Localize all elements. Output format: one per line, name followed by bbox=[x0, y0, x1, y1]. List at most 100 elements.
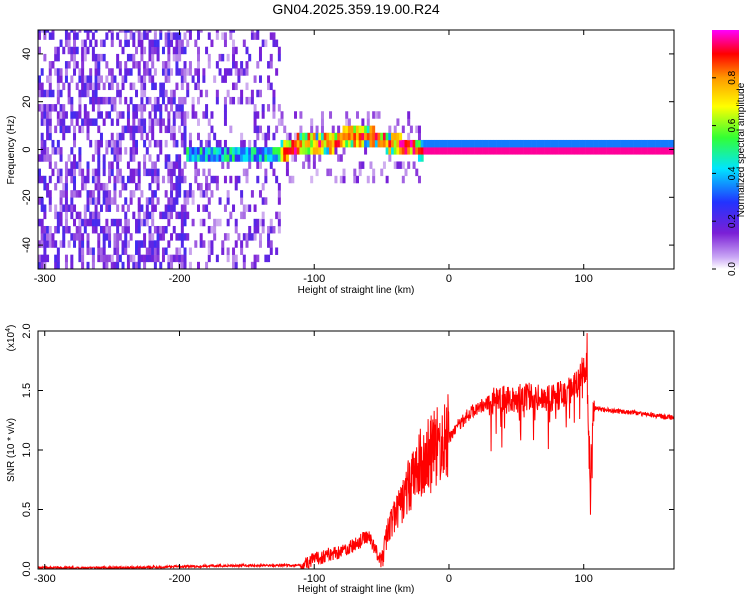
heatmap-cell bbox=[393, 161, 397, 169]
heatmap-cell bbox=[167, 96, 171, 105]
heatmap-cell bbox=[299, 132, 303, 141]
heatmap-cell bbox=[116, 89, 120, 98]
heatmap-cell bbox=[83, 30, 87, 33]
heatmap-cell bbox=[170, 104, 174, 112]
heatmap-cell bbox=[671, 147, 674, 155]
heatmap-cell bbox=[407, 111, 411, 119]
heatmap-cell bbox=[178, 104, 182, 112]
heatmap-cell bbox=[116, 82, 120, 91]
heatmap-cell bbox=[272, 168, 276, 177]
heatmap-cell bbox=[116, 254, 120, 263]
heatmap-cell bbox=[178, 32, 182, 40]
heatmap-cell bbox=[113, 104, 117, 112]
heatmap-cell bbox=[172, 197, 176, 205]
heatmap-cell bbox=[48, 111, 52, 119]
heatmap-cell bbox=[170, 197, 174, 205]
heatmap-cell bbox=[70, 104, 74, 112]
heatmap-cell bbox=[197, 68, 200, 76]
heatmap-cell bbox=[175, 39, 179, 48]
heatmap-cell bbox=[129, 197, 133, 205]
heatmap-cell bbox=[137, 247, 141, 255]
heatmap-cell bbox=[46, 154, 50, 162]
heatmap-cell bbox=[129, 32, 133, 40]
heatmap-cell bbox=[59, 175, 63, 184]
heatmap-cell bbox=[234, 61, 238, 69]
heatmap-cell bbox=[215, 254, 219, 263]
heatmap-cell bbox=[218, 154, 222, 162]
heatmap-cell bbox=[256, 111, 260, 119]
heatmap-cell bbox=[329, 132, 333, 141]
heatmap-cell bbox=[102, 53, 106, 62]
heatmap-cell bbox=[56, 118, 60, 126]
heatmap-cell bbox=[377, 111, 381, 119]
heatmap-cell bbox=[99, 39, 103, 48]
heatmap-cell bbox=[388, 132, 392, 141]
heatmap-cell bbox=[515, 147, 518, 155]
heatmap-cell bbox=[606, 147, 610, 155]
heatmap-cell bbox=[598, 139, 602, 148]
heatmap-cell bbox=[234, 182, 238, 191]
heatmap-cell bbox=[593, 139, 597, 148]
heatmap-cell bbox=[223, 147, 227, 155]
heatmap-cell bbox=[234, 82, 238, 91]
heatmap-cell bbox=[207, 147, 211, 155]
heatmap-cell bbox=[210, 125, 214, 134]
heatmap-cell bbox=[108, 161, 112, 169]
heatmap-cell bbox=[555, 147, 559, 155]
heatmap-cell bbox=[186, 30, 190, 33]
heatmap-cell bbox=[401, 175, 405, 184]
heatmap-cell bbox=[108, 225, 112, 234]
heatmap-cell bbox=[221, 53, 225, 62]
heatmap-cell bbox=[145, 68, 149, 76]
heatmap-cell bbox=[81, 125, 85, 134]
heatmap-cell bbox=[94, 96, 98, 105]
heatmap-cell bbox=[118, 68, 122, 76]
figure-title: GN04.2025.359.19.00.R24 bbox=[272, 1, 440, 17]
heatmap-cell bbox=[280, 111, 284, 119]
heatmap-cell bbox=[105, 261, 109, 269]
heatmap-cell bbox=[294, 111, 298, 119]
heatmap-cell bbox=[275, 68, 279, 76]
heatmap-cell bbox=[342, 139, 346, 148]
heatmap-cell bbox=[253, 118, 257, 126]
heatmap-cell bbox=[353, 139, 357, 148]
heatmap-cell bbox=[56, 225, 60, 234]
heatmap-cell bbox=[590, 147, 594, 155]
heatmap-cell bbox=[202, 204, 206, 212]
heatmap-cell bbox=[62, 190, 66, 198]
heatmap-cell bbox=[566, 139, 570, 148]
heatmap-cell bbox=[97, 247, 101, 255]
heatmap-cell bbox=[178, 68, 182, 76]
heatmap-cell bbox=[97, 82, 101, 91]
heatmap-cell bbox=[113, 75, 117, 83]
heatmap-cell bbox=[75, 225, 79, 234]
heatmap-cell bbox=[248, 225, 252, 234]
heatmap-cell bbox=[256, 154, 260, 162]
heatmap-cell bbox=[126, 254, 130, 263]
heatmap-cell bbox=[164, 104, 168, 112]
heatmap-cell bbox=[366, 118, 370, 126]
heatmap-cell bbox=[175, 46, 179, 55]
heatmap-cell bbox=[64, 161, 68, 169]
heatmap-cell bbox=[145, 218, 149, 227]
heatmap-cell bbox=[161, 46, 165, 55]
heatmap-cell bbox=[612, 147, 616, 155]
heatmap-cell bbox=[132, 154, 136, 162]
heatmap-cell bbox=[183, 190, 187, 198]
heatmap-cell bbox=[110, 139, 114, 148]
heatmap-cell bbox=[151, 39, 155, 48]
heatmap-cell bbox=[180, 254, 184, 263]
heatmap-cell bbox=[358, 139, 362, 148]
heatmap-cell bbox=[110, 118, 114, 126]
heatmap-cell bbox=[409, 147, 413, 155]
heatmap-cell bbox=[277, 147, 281, 155]
colorbar: 0.00.20.40.60.8 Normalized spectral ampl… bbox=[712, 30, 747, 276]
heatmap-cell bbox=[97, 96, 101, 105]
heatmap-cell bbox=[275, 39, 279, 48]
heatmap-cell bbox=[275, 125, 279, 134]
heatmap-cell bbox=[172, 46, 176, 55]
heatmap-cell bbox=[129, 30, 133, 33]
heatmap-cell bbox=[197, 96, 200, 105]
heatmap-cell bbox=[183, 139, 187, 148]
heatmap-cell bbox=[56, 75, 60, 83]
